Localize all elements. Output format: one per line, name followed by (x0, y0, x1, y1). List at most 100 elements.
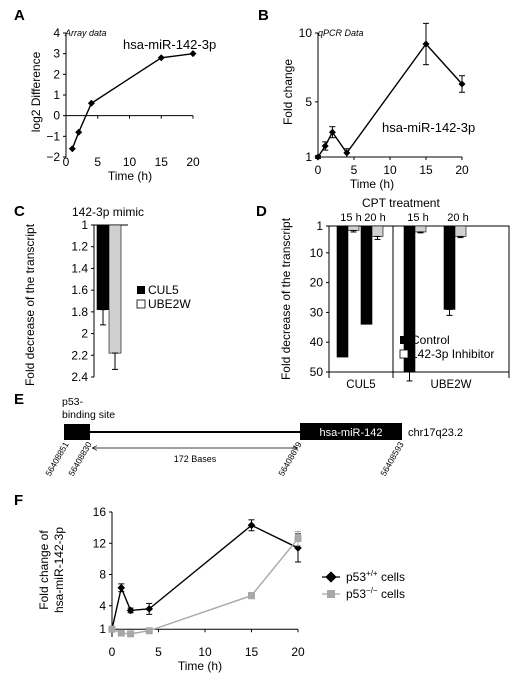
chart-f-point-p53-ko (145, 627, 153, 635)
chart-b-ytick-label: 5 (305, 95, 312, 109)
chart-c-ytick-label: 1.2 (71, 240, 88, 254)
chart-d-bar-control (360, 225, 373, 325)
chart-b-xtick-label: 5 (351, 163, 358, 177)
chart-c-ylabel: Fold decrease of the transcript (23, 223, 37, 386)
chart-a-ytick-label: 1 (53, 88, 60, 102)
binding-site-box (64, 424, 90, 440)
chart-b: qPCR Data hsa-miR-142-3p Fold change Tim… (281, 22, 475, 191)
panel-label-b: B (258, 7, 269, 24)
chart-d-subgroup-label: 15 h (340, 212, 361, 224)
chart-f-point-p53-ko (127, 630, 135, 638)
chart-f-xtick-label: 0 (109, 645, 116, 659)
chart-f-point-p53-wt (117, 583, 126, 592)
binding-site-label-1: p53- (62, 396, 84, 408)
chart-d-ytick-label: 50 (310, 365, 324, 379)
chart-a-point (189, 50, 197, 58)
chart-a-point (68, 145, 76, 153)
panel-label-f: F (14, 492, 23, 509)
chart-f-point-p53-ko (117, 629, 125, 637)
coord-label-4: 56408593 (378, 440, 406, 478)
legend-label-ube2w: UBE2W (148, 297, 191, 311)
chart-d-ylabel: Fold decrease of the transcript (279, 217, 293, 380)
chart-a: Array data hsa-miR-142-3p log2 Differenc… (29, 26, 216, 183)
chart-f-line-p53-wt (111, 524, 299, 630)
chart-a-point (75, 128, 83, 136)
chart-b-annotation: qPCR Data (318, 28, 364, 38)
chart-c-ytick-label: 2.2 (71, 348, 88, 362)
chart-a-point (157, 54, 165, 62)
chart-d-subgroup-label: 20 h (447, 212, 468, 224)
chart-f-point-p53-ko (294, 535, 302, 543)
chart-c-bar-cul5 (96, 224, 110, 310)
coord-label-3: 56408679 (276, 440, 304, 478)
chart-a-annotation: Array data (64, 28, 107, 38)
chart-a-point (87, 99, 95, 107)
chart-c-title: 142-3p mimic (72, 205, 144, 219)
chart-d-bar-control (443, 225, 456, 310)
chart-d-group-label: UBE2W (431, 379, 472, 391)
chart-d-subgroup-label: 20 h (364, 212, 385, 224)
chart-f-ylabel-2: hsa-miR-142-3p (52, 527, 66, 613)
panel-label-d: D (256, 203, 267, 220)
chart-b-point (314, 153, 322, 161)
legend-f: p53+/+ cells p53−/− cells (322, 569, 405, 601)
chart-b-xlabel: Time (h) (350, 177, 394, 191)
chart-f-xtick-label: 10 (198, 645, 212, 659)
panel-label-e: E (14, 391, 24, 408)
chart-a-xlabel: Time (h) (108, 169, 152, 183)
legend-marker-p53-ko (327, 590, 335, 598)
chart-c-bar-ube2w (108, 224, 122, 354)
chart-a-series-label: hsa-miR-142-3p (123, 37, 216, 52)
chart-d-bar-control (336, 225, 349, 358)
chart-d-ytick-label: 40 (310, 335, 324, 349)
chart-f-point-p53-wt (145, 605, 153, 613)
chart-f-xtick-label: 5 (155, 645, 162, 659)
legend-swatch-ube2w (136, 299, 146, 309)
chart-a-xtick-label: 0 (63, 155, 70, 169)
chart-a-ytick-label: 2 (53, 67, 60, 81)
chart-c-ytick-label: 1.6 (71, 283, 88, 297)
chart-c: 142-3p mimic Fold decrease of the transc… (23, 205, 191, 386)
legend-swatch-control (400, 336, 408, 344)
chart-b-xtick-label: 10 (383, 163, 397, 177)
chart-a-xtick-label: 10 (123, 155, 137, 169)
chart-a-ytick-label: −2 (46, 150, 60, 164)
legend-swatch-cul5 (137, 286, 145, 294)
chart-d-bar-inhibitor (414, 225, 427, 233)
chart-f-ytick-label: 1 (99, 622, 106, 636)
chart-b-xtick-label: 20 (455, 163, 469, 177)
chart-d: CPT treatment Fold decrease of the trans… (279, 196, 510, 391)
legend-label-p53-wt: p53+/+ cells (346, 569, 405, 584)
chart-b-ytick-label: 1 (305, 150, 312, 164)
chart-d-bar-inhibitor (371, 225, 384, 237)
chart-b-series-label: hsa-miR-142-3p (382, 120, 475, 135)
chart-d-bar-inhibitor (454, 225, 467, 237)
chart-f-point-p53-wt (294, 544, 302, 552)
legend-swatch-inhibitor (399, 349, 409, 359)
chart-a-ylabel: log2 Difference (29, 51, 43, 132)
chart-c-ytick-label: 2.4 (71, 370, 88, 384)
chart-f-xtick-label: 15 (245, 645, 259, 659)
chart-b-point (343, 149, 351, 157)
chart-a-ytick-label: −1 (46, 129, 60, 143)
chart-d-title: CPT treatment (362, 196, 440, 210)
chart-d-ytick-label: 30 (310, 305, 324, 319)
chart-a-ytick-label: 0 (53, 109, 60, 123)
legend-label-cul5: CUL5 (148, 283, 179, 297)
chart-a-xtick-label: 5 (94, 155, 101, 169)
chart-f-point-p53-ko (108, 625, 116, 633)
chart-d-ytick-label: 10 (310, 246, 324, 260)
chart-d-subgroup-label: 15 h (407, 212, 428, 224)
chart-f-point-p53-wt (126, 606, 135, 615)
chart-b-ytick-label: 10 (299, 26, 313, 40)
chart-a-ytick-label: 4 (53, 26, 60, 40)
chart-d-ytick-label: 1 (316, 219, 323, 233)
chart-d-bar-inhibitor (347, 225, 360, 231)
chart-c-ytick-label: 1 (81, 218, 88, 232)
chart-b-point (422, 40, 430, 48)
chart-b-ylabel: Fold change (281, 59, 295, 125)
chart-f-ytick-label: 12 (93, 536, 107, 550)
chart-f-ytick-label: 4 (99, 599, 106, 613)
chromosome-label: chr17q23.2 (408, 427, 463, 439)
